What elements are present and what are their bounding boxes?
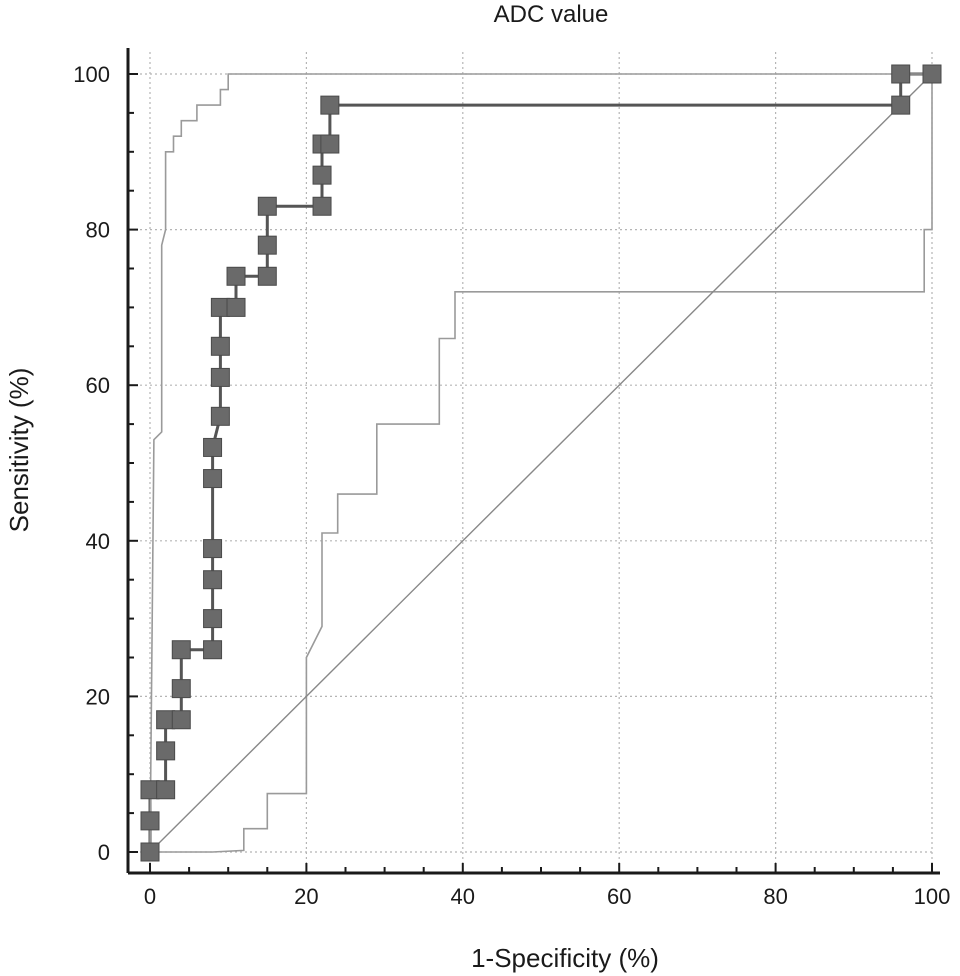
roc-point-8 — [171, 640, 191, 660]
roc-point-23 — [257, 196, 277, 216]
x-tick-label-0: 0 — [144, 884, 156, 909]
y-tick-label-1: 20 — [86, 684, 110, 709]
roc-point-6 — [171, 710, 191, 730]
roc-point-20 — [226, 266, 246, 286]
roc-point-30 — [891, 64, 911, 84]
series-reference-diagonal — [149, 73, 933, 853]
grid — [130, 52, 934, 871]
x-tick-label-5: 100 — [914, 884, 951, 909]
roc-point-16 — [210, 367, 230, 387]
roc-point-12 — [203, 539, 223, 559]
roc-point-13 — [203, 469, 223, 489]
series-lower-confidence-bound — [150, 74, 933, 853]
roc-point-29 — [891, 95, 911, 115]
y-tick-label-0: 0 — [98, 840, 110, 865]
roc-point-9 — [203, 640, 223, 660]
y-axis-title: Sensitivity (%) — [4, 368, 34, 533]
roc-point-24 — [312, 196, 332, 216]
roc-point-11 — [203, 570, 223, 590]
chart-title: ADC value — [494, 1, 609, 28]
y-tick-label-3: 60 — [86, 373, 110, 398]
y-tick-label-2: 40 — [86, 529, 110, 554]
roc-point-10 — [203, 609, 223, 629]
roc-point-17 — [210, 336, 230, 356]
y-tick-label-4: 80 — [86, 218, 110, 243]
roc-point-15 — [210, 406, 230, 426]
x-tick-label-2: 40 — [451, 884, 475, 909]
roc-point-21 — [257, 266, 277, 286]
roc-point-25 — [312, 165, 332, 185]
roc-point-27 — [320, 134, 340, 154]
roc-point-28 — [320, 95, 340, 115]
roc-point-0 — [140, 842, 160, 862]
series-upper-confidence-bound — [149, 73, 932, 853]
roc-point-3 — [156, 780, 176, 800]
axes: 0 0 20 20 40 40 60 60 80 80 100 100 — [73, 48, 950, 909]
roc-markers — [140, 64, 942, 862]
roc-point-22 — [257, 235, 277, 255]
x-tick-label-4: 80 — [763, 884, 787, 909]
roc-point-4 — [156, 741, 176, 761]
series-layer — [148, 72, 933, 853]
roc-point-1 — [140, 811, 160, 831]
roc-point-19 — [226, 297, 246, 317]
roc-point-7 — [171, 679, 191, 699]
roc-point-14 — [203, 437, 223, 457]
x-tick-label-3: 60 — [607, 884, 631, 909]
x-axis-title: 1-Specificity (%) — [471, 943, 659, 973]
x-tick-label-1: 20 — [294, 884, 318, 909]
roc-point-31 — [922, 64, 942, 84]
y-tick-label-5: 100 — [73, 62, 110, 87]
